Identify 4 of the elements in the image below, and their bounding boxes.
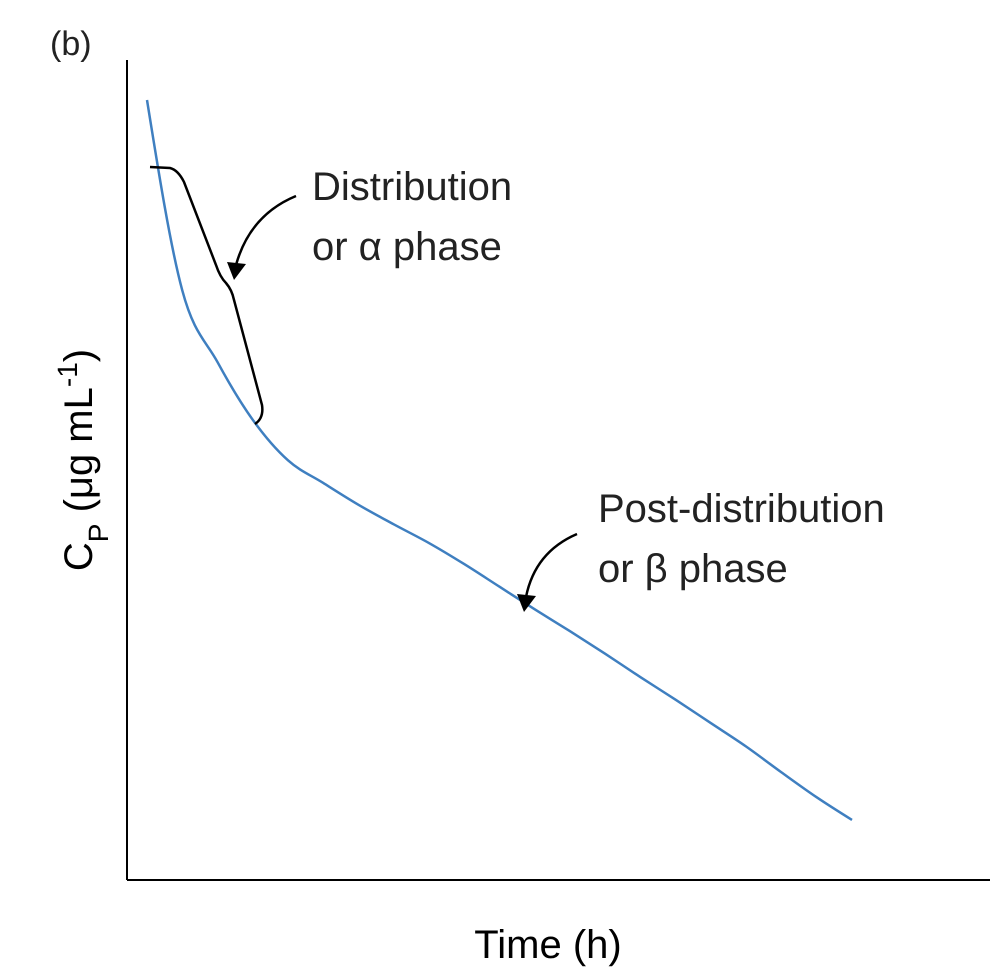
annotation: Post-distribution or β phase <box>598 487 885 591</box>
x-axis-title: Time (h) <box>474 923 622 967</box>
text: (b) <box>50 25 92 63</box>
annotation: Distribution or α phase <box>312 165 512 269</box>
